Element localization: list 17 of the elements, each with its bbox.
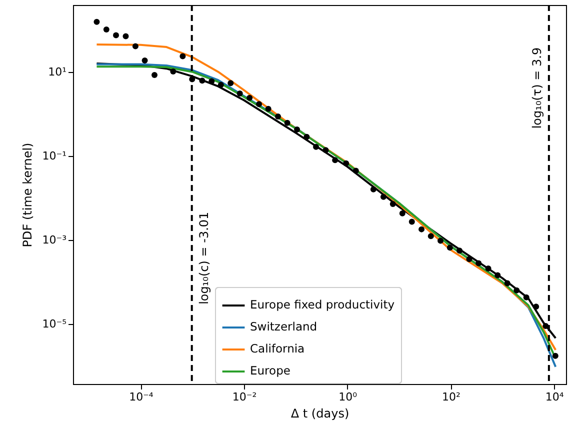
x-tick-label: 10⁻²	[232, 390, 257, 404]
legend-label: Europe	[250, 364, 290, 378]
y-tick-label: 10¹	[48, 66, 66, 79]
y-tick-label: 10⁻³	[42, 234, 66, 247]
annotation: log₁₀(c) = -3.01	[196, 212, 211, 304]
y-tick-label: 10⁻⁵	[42, 317, 66, 330]
x-tick-label: 10⁻⁴	[129, 390, 154, 404]
annotation: log₁₀(τ) = 3.9	[530, 47, 544, 129]
y-tick-label: 10⁻¹	[42, 150, 66, 163]
x-axis-title: Δ t (days)	[290, 406, 350, 420]
y-axis-title: PDF (time kernel)	[20, 142, 34, 248]
x-tick-label: 10⁰	[338, 390, 358, 404]
x-tick-label: 10⁴	[545, 390, 564, 404]
legend-label: Switzerland	[250, 320, 318, 334]
x-tick-label: 10²	[442, 390, 460, 404]
legend-label: California	[250, 342, 305, 356]
legend-label: Europe fixed productivity	[250, 298, 395, 312]
